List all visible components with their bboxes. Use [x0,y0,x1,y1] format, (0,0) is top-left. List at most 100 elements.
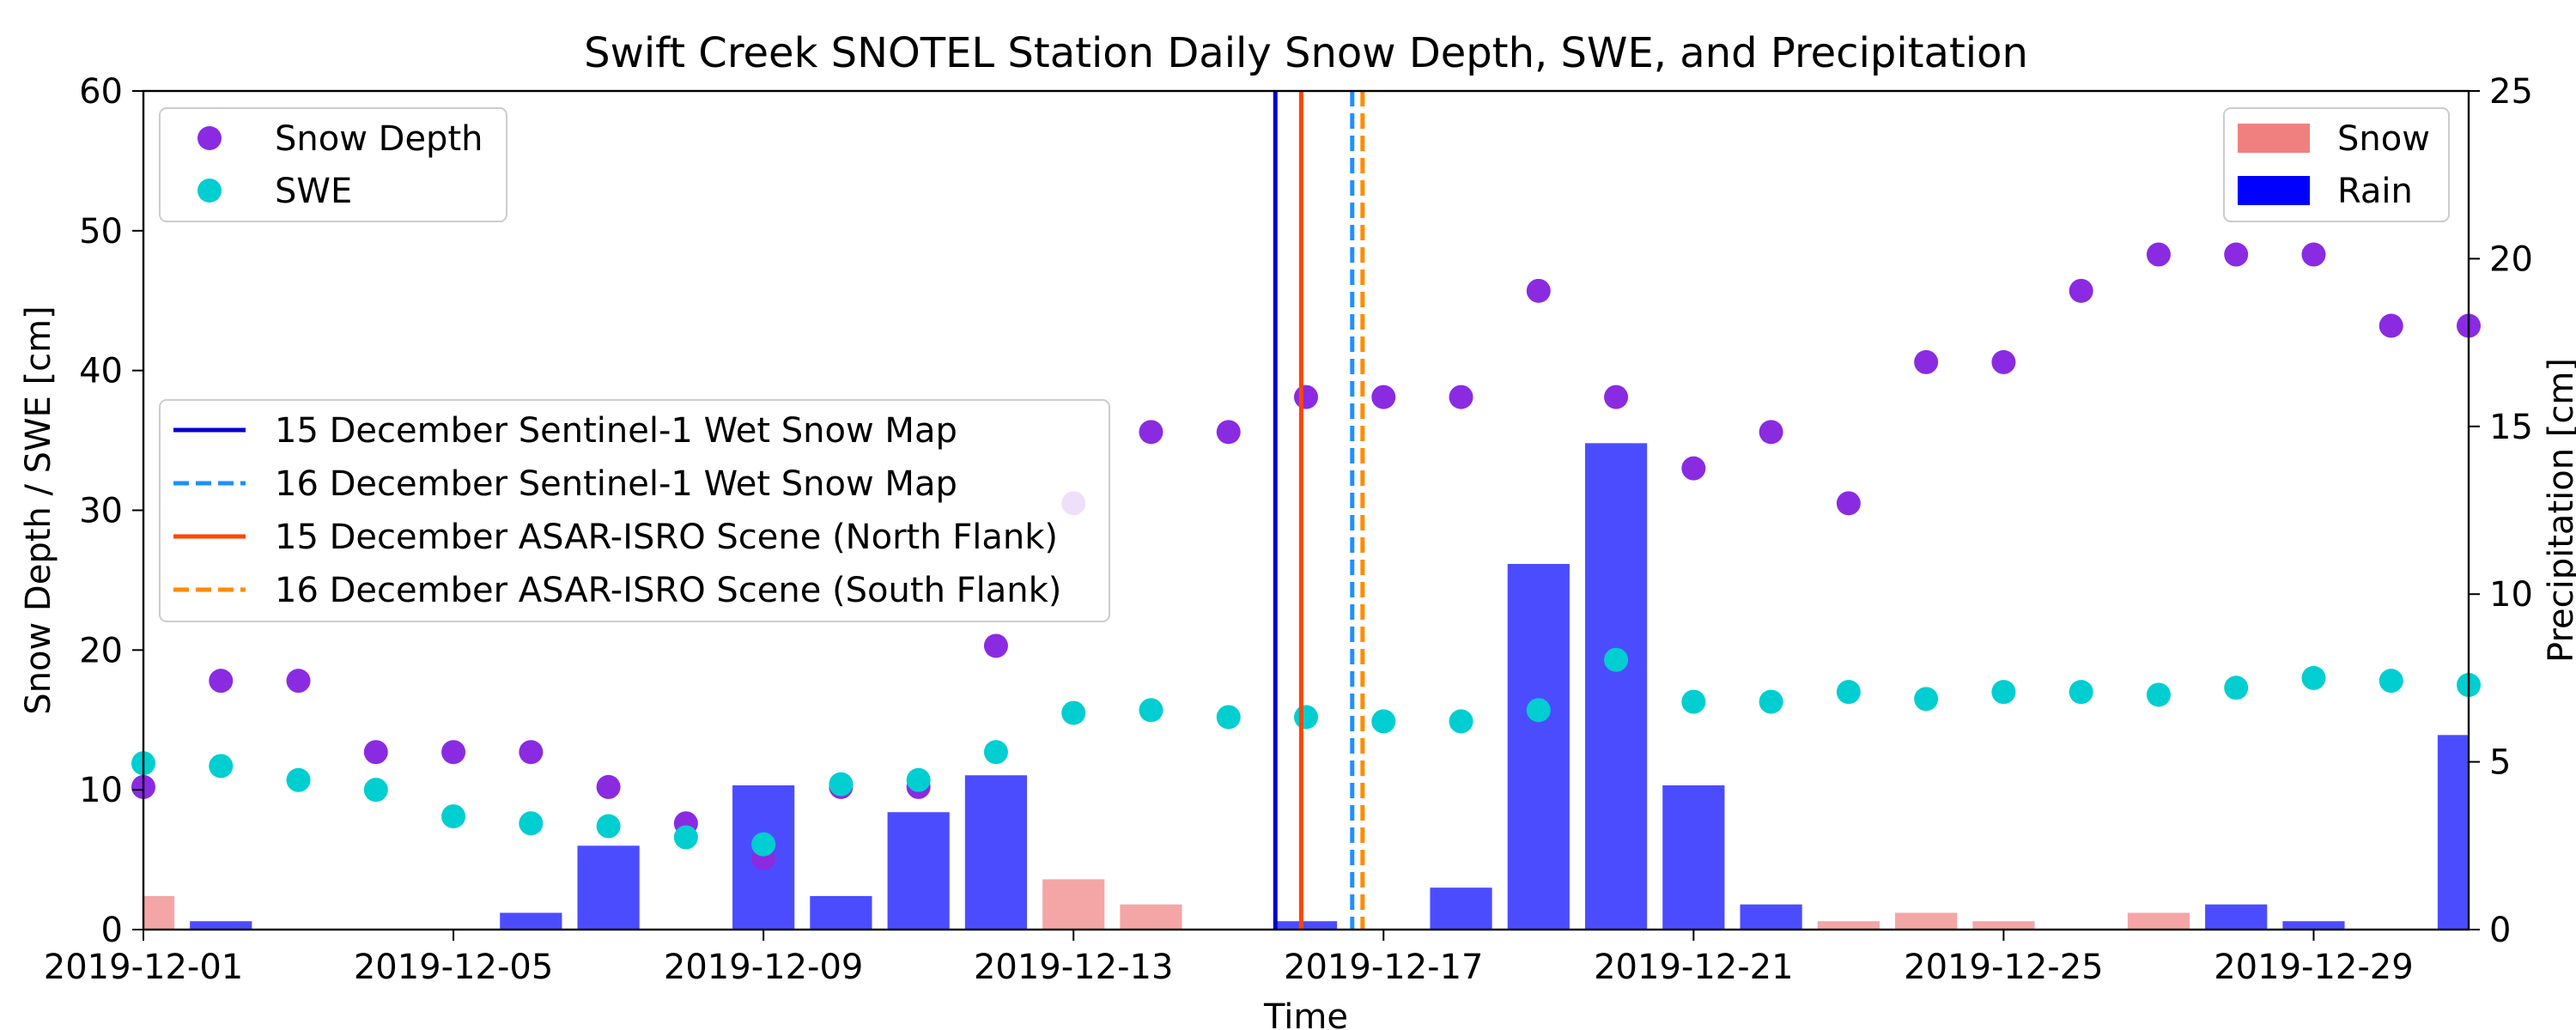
swe-point [209,754,234,779]
swe-point [519,811,544,836]
snow-bar [1972,921,2035,930]
legend-swatch [2238,124,2310,153]
x-tick-label: 2019-12-17 [1284,948,1483,987]
swe-point [1449,709,1473,734]
legend-marker [197,179,222,203]
legend-label: 15 December Sentinel-1 Wet Snow Map [275,411,957,451]
snow-depth-point [1294,385,1318,409]
swe-point [1061,700,1086,725]
y-tick-label-left: 10 [79,771,123,810]
y-tick-label-left: 0 [101,911,123,950]
x-tick-label: 2019-12-25 [1904,948,2103,987]
legend-swatch [2238,176,2310,205]
snow-depth-point [2069,278,2093,303]
snow-depth-point [441,740,466,765]
legend-label: 16 December Sentinel-1 Wet Snow Map [275,464,957,504]
swe-point [983,740,1008,765]
snow-depth-point [1604,385,1629,409]
swe-point [286,767,311,792]
y-tick-label-left: 60 [79,72,123,112]
rain-bar [1507,564,1570,930]
y-tick-label-right: 20 [2489,239,2533,279]
snow-depth-point [596,774,621,799]
snow-depth-point [1836,491,1861,516]
swe-point [2069,680,2093,705]
swe-point [1139,698,1163,723]
y-tick-label-left: 50 [79,212,123,251]
swe-point [751,832,776,857]
snow-bar [1817,921,1880,930]
swe-point [1681,689,1706,714]
event-lines [1273,91,1365,930]
rain-bar [1274,921,1338,930]
y-axis-label-left: Snow Depth / SWE [cm] [19,306,58,714]
rain-bar [2205,904,2268,930]
snow-bar [1042,879,1105,930]
snow-depth-point [2301,242,2326,267]
legend-label: 15 December ASAR-ISRO Scene (North Flank… [275,518,1058,557]
rain-bar [577,845,640,930]
precip-bars [143,443,2469,930]
chart-title: Swift Creek SNOTEL Station Daily Snow De… [584,29,2028,77]
axes: 2019-12-01 2019-12-05 2019-12-09 2019-12-13… [44,72,2533,987]
x-tick-label: 2019-12-01 [44,948,243,987]
swe-point [1526,698,1551,723]
points-legend [159,107,507,222]
swe-point [363,778,388,803]
snow-depth-point [1216,420,1241,445]
y-tick-label-right: 25 [2489,72,2533,112]
legend-label: 16 December ASAR-ISRO Scene (South Flank… [275,571,1061,610]
swe-point [1216,705,1241,730]
y-tick-label-right: 0 [2489,911,2511,950]
rain-bar [190,921,252,930]
scatter-points [131,242,2481,870]
swe-point [441,804,466,829]
legend-marker [197,126,222,150]
snow-depth-point [209,669,234,694]
rain-bar [810,895,872,930]
snow-depth-point [1526,278,1551,303]
x-tick-label: 2019-12-13 [974,948,1173,987]
y-tick-label-right: 10 [2489,575,2533,615]
legend-label: Snow Depth [275,119,483,159]
swe-point [1914,687,1939,712]
snow-depth-point [1914,349,1939,374]
snow-bar [1895,912,1958,930]
rain-bar [964,775,1028,930]
snow-depth-point [1371,385,1396,409]
rain-bar [2437,735,2469,930]
y-tick-label-right: 15 [2489,408,2533,447]
snow-bar [1120,904,1182,930]
snow-depth-point [363,740,388,765]
snow-depth-point [983,633,1008,658]
x-tick-label: 2019-12-29 [2214,948,2413,987]
rain-bar [500,912,562,930]
x-tick-label: 2019-12-05 [354,948,553,987]
snow-depth-point [1139,420,1163,445]
rain-bar [1662,785,1725,930]
snow-depth-point [1759,420,1783,445]
y-axis-label-right: Precipitation [cm] [2542,358,2576,663]
swe-point [673,825,698,850]
swe-point [1294,705,1318,730]
rain-bar [1430,888,1492,930]
snow-depth-point [1991,349,2016,374]
snow-depth-point [2379,313,2403,338]
snow-depth-point [286,669,311,694]
rain-bar [887,812,950,930]
legend-label: SWE [275,172,352,211]
snow-depth-point [1681,456,1706,481]
y-tick-label-left: 30 [79,492,123,531]
snow-depth-point [2224,242,2249,267]
swe-point [906,767,931,792]
y-tick-label-right: 5 [2489,743,2511,783]
rain-bar [1740,904,1802,930]
swe-point [1991,680,2016,705]
swe-point [2379,669,2403,694]
legend-label: Rain [2337,172,2413,211]
swe-point [596,814,621,839]
snow-depth-point [519,740,544,765]
rain-bar [1584,443,1648,930]
lines-legend [159,399,1110,622]
snow-depth-point [1449,385,1473,409]
